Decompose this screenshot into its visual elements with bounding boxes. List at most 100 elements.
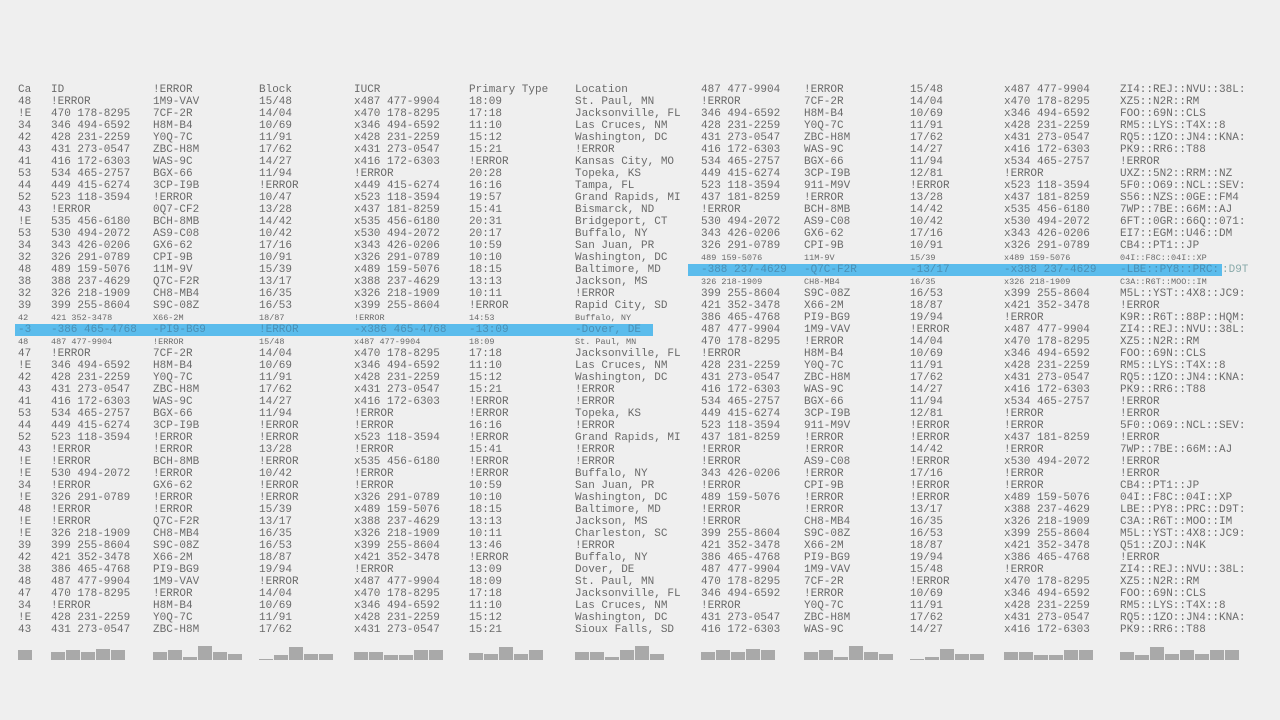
- cell[interactable]: !ERROR: [469, 408, 509, 420]
- cell[interactable]: x388 237-4629: [354, 276, 440, 288]
- table-row[interactable]: 52 523 118-3594 !ERROR 10/47 x523 118-3594 19…: [15, 192, 681, 204]
- cell[interactable]: !E: [18, 108, 32, 120]
- cell[interactable]: x523 118-3594: [354, 432, 440, 444]
- cell[interactable]: 343 426-0206: [701, 228, 781, 240]
- cell[interactable]: !ERROR: [804, 444, 844, 456]
- cell[interactable]: 3CP-I9B: [153, 420, 200, 432]
- cell[interactable]: Y0Q-7C: [804, 360, 844, 372]
- cell[interactable]: X66-2M: [153, 313, 184, 323]
- cell[interactable]: 7CF-2R: [804, 576, 844, 588]
- cell[interactable]: !ERROR: [259, 456, 299, 468]
- cell[interactable]: S9C-08Z: [804, 288, 851, 300]
- cell[interactable]: H8M-B4: [153, 120, 193, 132]
- selected-row[interactable]: -388 237-4629 -Q7C-F2R -13/17 -x388 237-462…: [688, 264, 1248, 276]
- cell[interactable]: 47: [18, 348, 32, 360]
- cell[interactable]: 489 159-5076: [701, 253, 763, 263]
- cell[interactable]: H8M-B4: [153, 360, 193, 372]
- cell[interactable]: 11:10: [469, 600, 503, 612]
- table-row[interactable]: 42 428 231-2259 Y0Q-7C 11/91 x428 231-2259 15…: [15, 372, 667, 384]
- cell[interactable]: -388 237-4629: [701, 264, 787, 276]
- cell[interactable]: !ERROR: [51, 96, 91, 108]
- cell[interactable]: x416 172-6303: [354, 396, 440, 408]
- cell[interactable]: !ERROR: [1004, 168, 1044, 180]
- cell[interactable]: 11/94: [259, 408, 293, 420]
- cell[interactable]: Y0Q-7C: [153, 612, 193, 624]
- cell[interactable]: x470 178-8295: [1004, 576, 1090, 588]
- cell[interactable]: 14:53: [469, 313, 495, 323]
- cell[interactable]: x470 178-8295: [354, 588, 440, 600]
- cell[interactable]: !ERROR: [51, 516, 91, 528]
- table-row[interactable]: 489 159-5076 11M-9V 15/39 x489 159-5076 04I:…: [688, 252, 1222, 264]
- cell[interactable]: 20:28: [469, 168, 503, 180]
- cell[interactable]: Dover, DE: [575, 564, 635, 576]
- cell[interactable]: Kansas City, MO: [575, 156, 675, 168]
- cell[interactable]: 399 255-8604: [701, 528, 781, 540]
- cell[interactable]: 11/91: [910, 360, 944, 372]
- cell[interactable]: 3CP-I9B: [804, 408, 851, 420]
- table-row[interactable]: 343 426-0206 GX6-62 17/16 x343 426-0206 EI7:…: [688, 228, 1232, 240]
- table-row[interactable]: 44 449 415-6274 3CP-I9B !ERROR !ERROR 16:16 !E…: [15, 420, 653, 432]
- table-row[interactable]: !E !ERROR BCH-8MB !ERROR x535 456-6180 !ERROR…: [15, 456, 653, 468]
- cell[interactable]: 43: [18, 144, 32, 156]
- cell[interactable]: 19:57: [469, 192, 503, 204]
- cell[interactable]: 11M-9V: [804, 253, 835, 263]
- cell[interactable]: CB4::PT1::JP: [1120, 240, 1200, 252]
- cell[interactable]: PI9-BG9: [153, 564, 200, 576]
- cell[interactable]: !E: [18, 360, 32, 372]
- cell[interactable]: x399 255-8604: [354, 540, 440, 552]
- cell[interactable]: x437 181-8259: [1004, 432, 1090, 444]
- cell[interactable]: !ERROR: [1004, 468, 1044, 480]
- cell[interactable]: 15/48: [259, 337, 285, 347]
- cell[interactable]: Jacksonville, FL: [575, 348, 681, 360]
- cell[interactable]: 44: [18, 420, 32, 432]
- cell[interactable]: x431 273-0547: [1004, 132, 1090, 144]
- table-row[interactable]: 487 477-9904 1M9-VAV 15/48 !ERROR ZI4::REJ::…: [688, 564, 1245, 576]
- cell[interactable]: x326 291-0789: [354, 492, 440, 504]
- cell[interactable]: x386 465-4768: [1004, 552, 1090, 564]
- cell[interactable]: 11M-9V: [153, 264, 193, 276]
- cell[interactable]: 530 494-2072: [701, 216, 781, 228]
- cell[interactable]: Jackson, MS: [575, 516, 648, 528]
- cell[interactable]: 11/91: [259, 132, 293, 144]
- cell[interactable]: x535 456-6180: [1004, 204, 1090, 216]
- cell[interactable]: 399 255-8604: [51, 300, 131, 312]
- cell[interactable]: 16/53: [259, 300, 293, 312]
- cell[interactable]: !ERROR: [1120, 456, 1160, 468]
- cell[interactable]: 20:17: [469, 228, 503, 240]
- cell[interactable]: 17:18: [469, 348, 503, 360]
- table-row[interactable]: 431 273-0547 ZBC-H8M 17/62 x431 273-0547 RQ5…: [688, 132, 1245, 144]
- cell[interactable]: 16/35: [259, 528, 293, 540]
- cell[interactable]: 431 273-0547: [51, 384, 131, 396]
- cell[interactable]: x428 231-2259: [1004, 360, 1090, 372]
- table-row[interactable]: 489 159-5076 !ERROR !ERROR x489 159-5076 04I…: [688, 492, 1232, 504]
- cell[interactable]: 42: [18, 313, 29, 323]
- cell[interactable]: AS9-C08: [153, 228, 200, 240]
- table-row[interactable]: !ERROR CH8-MB4 16/35 x326 218-1909 C3A::R6T:…: [688, 516, 1232, 528]
- table-row[interactable]: 34 346 494-6592 H8M-B4 10/69 x346 494-6592 11…: [15, 120, 667, 132]
- table-row[interactable]: 437 181-8259 !ERROR !ERROR x437 181-8259 !ER…: [688, 432, 1222, 444]
- cell[interactable]: !ERROR: [575, 384, 615, 396]
- cell[interactable]: X66-2M: [804, 300, 844, 312]
- cell[interactable]: 1M9-VAV: [153, 96, 200, 108]
- cell[interactable]: x470 178-8295: [354, 348, 440, 360]
- cell[interactable]: x530 494-2072: [354, 228, 440, 240]
- cell[interactable]: Topeka, KS: [575, 408, 642, 420]
- table-row[interactable]: !ERROR 7CF-2R 14/04 x470 178-8295 XZ5::N2R::…: [688, 96, 1222, 108]
- cell[interactable]: 10/69: [259, 360, 293, 372]
- cell[interactable]: EI7::EGM::U46::DM: [1120, 228, 1233, 240]
- cell[interactable]: GX6-62: [153, 480, 193, 492]
- cell[interactable]: 18:09: [469, 337, 495, 347]
- cell[interactable]: x346 494-6592: [354, 360, 440, 372]
- cell[interactable]: x428 231-2259: [354, 132, 440, 144]
- cell[interactable]: 7WP::7BE::66M::AJ: [1120, 444, 1233, 456]
- cell[interactable]: x416 172-6303: [1004, 624, 1090, 636]
- cell[interactable]: ZI4::REJ::NVU::38L:: [1120, 84, 1246, 96]
- cell[interactable]: !ERROR: [910, 576, 950, 588]
- table-row[interactable]: 43 !ERROR !ERROR 13/28 !ERROR 15:41 !ERROR: [15, 444, 653, 456]
- column-header[interactable]: IUCR: [354, 84, 381, 96]
- cell[interactable]: M5L::YST::4X8::JC9:: [1120, 288, 1246, 300]
- cell[interactable]: San Juan, PR: [575, 480, 655, 492]
- cell[interactable]: !ERROR: [1120, 396, 1160, 408]
- cell[interactable]: 343 426-0206: [51, 240, 131, 252]
- table-row[interactable]: 386 465-4768 PI9-BG9 19/94 x386 465-4768 !ER…: [688, 552, 1222, 564]
